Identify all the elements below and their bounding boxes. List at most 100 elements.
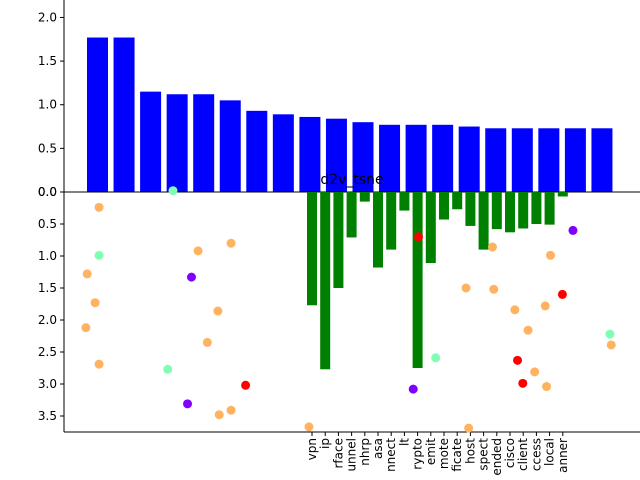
x-tick-label: host xyxy=(463,438,477,464)
scatter-point xyxy=(226,238,236,248)
top-bar xyxy=(352,122,374,192)
bottom-y-tick-label: 0.0 xyxy=(38,185,57,199)
scatter-point xyxy=(202,337,212,347)
scatter-point xyxy=(226,405,236,415)
scatter-point xyxy=(213,306,223,316)
top-y-tick-label: 0.0 xyxy=(38,185,57,199)
scatter-point xyxy=(90,298,100,308)
x-tick-label: ccess xyxy=(529,438,543,471)
bottom-bar xyxy=(518,192,529,229)
bottom-y-tick-label: 1.0 xyxy=(38,249,57,263)
scatter-point xyxy=(94,359,104,369)
top-bar xyxy=(87,37,108,193)
bottom-bar xyxy=(359,192,370,202)
x-tick-label: local xyxy=(543,438,557,466)
bottom-bar xyxy=(505,192,515,233)
top-y-tick-label: 0.5 xyxy=(38,141,57,155)
scatter-point xyxy=(81,323,91,333)
scatter-point xyxy=(606,340,616,350)
scatter-point xyxy=(605,329,615,339)
top-bar-chart: 0.0 0.5 1.0 1.5 2.0 xyxy=(38,0,640,199)
x-tick-label: anner xyxy=(556,438,570,473)
scatter-point xyxy=(557,289,567,299)
scatter-point xyxy=(94,250,104,260)
top-bar xyxy=(166,94,188,192)
top-bar xyxy=(564,128,586,192)
top-bar xyxy=(379,124,401,192)
top-y-tick-label: 2.0 xyxy=(38,10,57,24)
bottom-y-tick-label: 3.5 xyxy=(38,409,57,423)
top-y-tick-label: 1.5 xyxy=(38,54,57,68)
x-tick-label: asa xyxy=(371,438,385,459)
x-tick-label: emit xyxy=(424,438,438,465)
bottom-bar xyxy=(373,192,383,268)
top-bar xyxy=(458,126,480,192)
top-bar xyxy=(272,114,294,192)
top-y-tick-label: 1.0 xyxy=(38,98,57,112)
top-bar xyxy=(219,100,241,192)
scatter-point xyxy=(510,305,520,315)
scatter-point xyxy=(94,202,104,212)
scatter-point xyxy=(431,353,441,363)
scatter-point xyxy=(186,272,196,282)
bottom-y-tick-label: 3.0 xyxy=(38,377,57,391)
bottom-bar xyxy=(478,192,489,250)
scatter-point xyxy=(193,246,203,256)
top-bar xyxy=(511,128,533,192)
scatter-point xyxy=(487,242,497,252)
bottom-bar xyxy=(333,192,344,288)
x-tick-label: rface xyxy=(331,438,345,469)
scatter-point xyxy=(214,410,224,420)
top-bar xyxy=(140,91,162,192)
top-bar xyxy=(299,116,321,192)
bottom-bar xyxy=(531,192,542,224)
x-tick-label: nhrp xyxy=(358,438,372,466)
scatter-point xyxy=(82,269,92,279)
bottom-y-tick-label: 0.5 xyxy=(38,217,57,231)
x-tick-label: ip xyxy=(318,438,332,449)
x-tick-label: unnel xyxy=(345,438,359,472)
bottom-bar xyxy=(465,192,476,226)
bottom-bar xyxy=(399,192,410,211)
bottom-y-tick-label: 1.5 xyxy=(38,281,57,295)
x-tick-label: mote xyxy=(437,438,451,469)
bottom-bar xyxy=(439,192,449,220)
scatter-point xyxy=(540,301,550,311)
scatter-point xyxy=(546,250,556,260)
bottom-bar xyxy=(557,192,568,197)
bottom-y-tick-label: 2.0 xyxy=(38,313,57,327)
scatter-point xyxy=(414,232,424,242)
bottom-bar xyxy=(452,192,463,210)
bottom-y-tick-label: 2.5 xyxy=(38,345,57,359)
top-bar xyxy=(591,128,613,192)
x-tick-label: nnect xyxy=(384,438,398,472)
top-bar xyxy=(246,110,268,192)
scatter-point xyxy=(523,325,533,335)
scatter-point xyxy=(513,355,523,365)
scatter-point xyxy=(464,423,474,433)
x-tick-label: rypto xyxy=(411,438,425,470)
bottom-bar xyxy=(307,192,317,306)
top-bar xyxy=(325,118,347,192)
bottom-bar xyxy=(320,192,331,370)
top-bar xyxy=(405,124,427,192)
scatter-point xyxy=(518,378,528,388)
bottom-bar xyxy=(425,192,436,264)
scatter-point xyxy=(542,382,552,392)
scatter-point xyxy=(304,422,314,432)
bottom-bar xyxy=(346,192,357,238)
scatter-point xyxy=(530,367,540,377)
scatter-point xyxy=(461,283,471,293)
x-tick-label: vpn xyxy=(305,438,319,460)
bottom-bar xyxy=(491,192,502,230)
scatter-title: d2v_tsne xyxy=(320,172,383,188)
top-bar xyxy=(113,37,135,193)
scatter-point xyxy=(168,186,178,196)
x-tick-label: cisco xyxy=(503,438,517,468)
bottom-bar xyxy=(412,192,423,368)
top-bar xyxy=(432,124,454,192)
scatter-point xyxy=(489,284,499,294)
bottom-bar xyxy=(544,192,555,225)
scatter-point xyxy=(183,399,193,409)
